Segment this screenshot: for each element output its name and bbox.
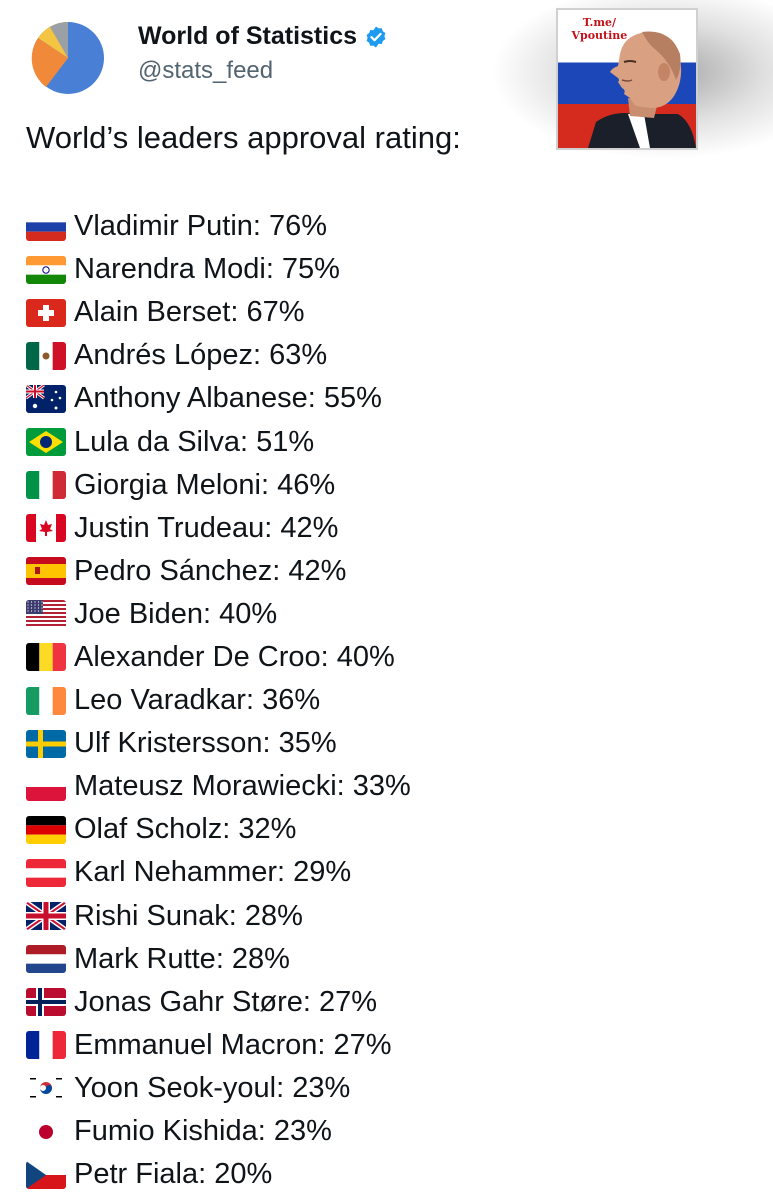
leader-approval-text: Karl Nehammer: 29%	[74, 856, 352, 889]
list-item: Mateusz Morawiecki: 33%	[26, 765, 411, 808]
leader-approval-text: Jonas Gahr Støre: 27%	[74, 985, 378, 1018]
list-item: Karl Nehammer: 29%	[26, 851, 411, 894]
list-item: Pedro Sánchez: 42%	[26, 550, 411, 593]
avatar[interactable]	[30, 20, 106, 96]
list-item: Mark Rutte: 28%	[26, 938, 411, 981]
sticker-image: T.me/ Vpoutine	[556, 8, 698, 150]
flag-pl-icon	[26, 772, 66, 801]
leader-approval-text: Alain Berset: 67%	[74, 296, 305, 329]
list-item: Justin Trudeau: 42%	[26, 507, 411, 550]
flag-nl-icon	[26, 945, 66, 974]
leader-approval-text: Yoon Seok-youl: 23%	[74, 1071, 351, 1104]
post-heading: World’s leaders approval rating:	[26, 120, 461, 155]
flag-no-icon	[26, 988, 66, 1017]
flag-jp-icon	[26, 1117, 66, 1146]
list-item: Jonas Gahr Støre: 27%	[26, 981, 411, 1024]
leader-approval-text: Vladimir Putin: 76%	[74, 210, 328, 243]
list-item: Vladimir Putin: 76%	[26, 205, 411, 248]
list-item: Petr Fiala: 20%	[26, 1153, 411, 1196]
flag-se-icon	[26, 729, 66, 758]
flag-au-icon	[26, 384, 66, 413]
leader-approval-text: Leo Varadkar: 36%	[74, 684, 321, 717]
leader-approval-text: Lula da Silva: 51%	[74, 425, 315, 458]
display-name-text: World of Statistics	[138, 22, 358, 50]
flag-gb-icon	[26, 902, 66, 931]
flag-mx-icon	[26, 341, 66, 370]
flag-ru-icon	[26, 212, 66, 241]
flag-ie-icon	[26, 686, 66, 715]
list-item: Joe Biden: 40%	[26, 593, 411, 636]
flag-de-icon	[26, 815, 66, 844]
flag-it-icon	[26, 471, 66, 500]
user-handle[interactable]: @stats_feed	[138, 57, 274, 84]
leader-approval-text: Andrés López: 63%	[74, 339, 328, 372]
leader-approval-text: Emmanuel Macron: 27%	[74, 1028, 392, 1061]
flag-us-icon	[26, 600, 66, 629]
display-name[interactable]: World of Statistics	[138, 22, 388, 51]
flag-ch-icon	[26, 298, 66, 327]
list-item: Anthony Albanese: 55%	[26, 377, 411, 420]
leader-approval-text: Pedro Sánchez: 42%	[74, 554, 347, 587]
leader-approval-text: Ulf Kristersson: 35%	[74, 727, 337, 760]
list-item: Leo Varadkar: 36%	[26, 679, 411, 722]
leader-approval-text: Fumio Kishida: 23%	[74, 1115, 332, 1148]
approval-list: Vladimir Putin: 76% Narendra Modi: 75% Ala…	[26, 205, 411, 1196]
verified-badge-icon	[364, 25, 388, 49]
flag-in-icon	[26, 255, 66, 284]
portrait-illustration	[588, 31, 696, 148]
leader-approval-text: Rishi Sunak: 28%	[74, 899, 303, 932]
leader-approval-text: Narendra Modi: 75%	[74, 253, 340, 286]
flag-cz-icon	[26, 1160, 66, 1189]
pie-chart-avatar-icon	[31, 21, 104, 94]
list-item: Lula da Silva: 51%	[26, 420, 411, 463]
list-item: Andrés López: 63%	[26, 334, 411, 377]
list-item: Fumio Kishida: 23%	[26, 1110, 411, 1153]
sticker-caption-line1: T.me/	[582, 16, 617, 29]
list-item: Narendra Modi: 75%	[26, 248, 411, 291]
list-item: Rishi Sunak: 28%	[26, 895, 411, 938]
flag-es-icon	[26, 557, 66, 586]
flag-ca-icon	[26, 514, 66, 543]
leader-approval-text: Anthony Albanese: 55%	[74, 382, 382, 415]
leader-approval-text: Justin Trudeau: 42%	[74, 511, 339, 544]
leader-approval-text: Alexander De Croo: 40%	[74, 640, 395, 673]
flag-fr-icon	[26, 1031, 66, 1060]
list-item: Ulf Kristersson: 35%	[26, 722, 411, 765]
flag-at-icon	[26, 858, 66, 887]
leader-approval-text: Petr Fiala: 20%	[74, 1158, 273, 1191]
list-item: Yoon Seok-youl: 23%	[26, 1067, 411, 1110]
flag-br-icon	[26, 428, 66, 457]
leader-approval-text: Olaf Scholz: 32%	[74, 813, 297, 846]
list-item: Olaf Scholz: 32%	[26, 808, 411, 851]
leader-approval-text: Joe Biden: 40%	[74, 597, 278, 630]
sticker-caption: T.me/ Vpoutine	[558, 16, 641, 42]
leader-approval-text: Mateusz Morawiecki: 33%	[74, 770, 411, 803]
leader-approval-text: Giorgia Meloni: 46%	[74, 468, 336, 501]
sticker-caption-line2: Vpoutine	[571, 29, 628, 42]
list-item: Alain Berset: 67%	[26, 291, 411, 334]
flag-kr-icon	[26, 1074, 66, 1103]
leader-approval-text: Mark Rutte: 28%	[74, 942, 290, 975]
flag-be-icon	[26, 643, 66, 672]
list-item: Giorgia Meloni: 46%	[26, 464, 411, 507]
list-item: Emmanuel Macron: 27%	[26, 1024, 411, 1067]
list-item: Alexander De Croo: 40%	[26, 636, 411, 679]
